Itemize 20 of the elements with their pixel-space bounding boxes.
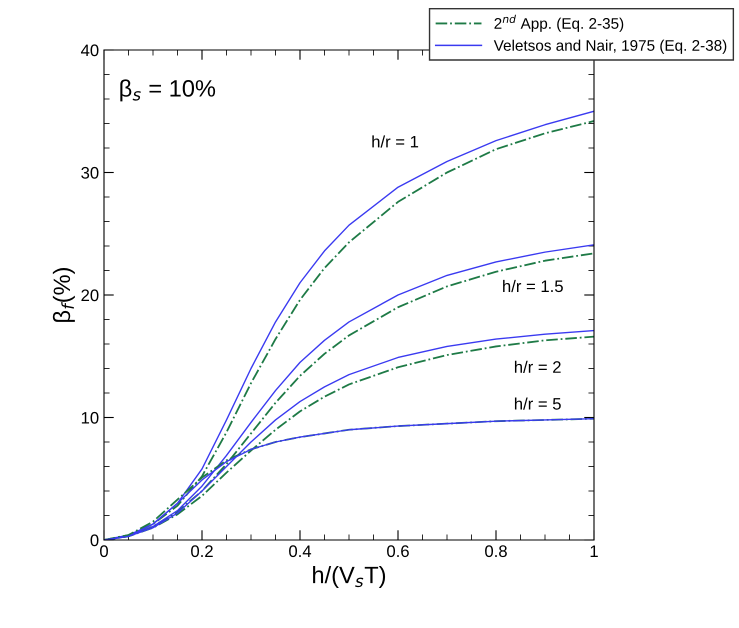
x-axis-title: h/(V$_{s}$T) <box>313 566 386 588</box>
legend-label: Veletsos and Nair, 1975 (Eq. 2-38) <box>494 40 726 54</box>
legend-label: 2$^{nd}$ App. (Eq. 2-35) <box>494 14 624 32</box>
x-tick-label: 1 <box>590 545 598 557</box>
annotation: h/r = 2 <box>514 360 561 373</box>
y-tick-label: 20 <box>81 289 98 302</box>
annotation: h/r = 5 <box>514 397 561 410</box>
y-tick-label: 30 <box>81 166 98 179</box>
x-tick-label: 0.4 <box>289 545 312 558</box>
x-tick-label: 0.8 <box>485 545 507 558</box>
annotation: β$_{s}$ = 10% <box>120 79 216 102</box>
y-tick-label: 10 <box>82 412 98 424</box>
x-tick-label: 0 <box>100 545 108 558</box>
annotation: h/r = 1 <box>372 135 418 148</box>
y-tick-label: 40 <box>80 44 98 56</box>
x-tick-label: 0.2 <box>191 545 213 558</box>
x-tick-label: 0.6 <box>387 545 409 558</box>
annotation: h/r = 1.5 <box>503 280 563 292</box>
y-tick-label: 0 <box>90 534 98 546</box>
y-axis-title: β$_{f}$(%) <box>52 268 75 322</box>
